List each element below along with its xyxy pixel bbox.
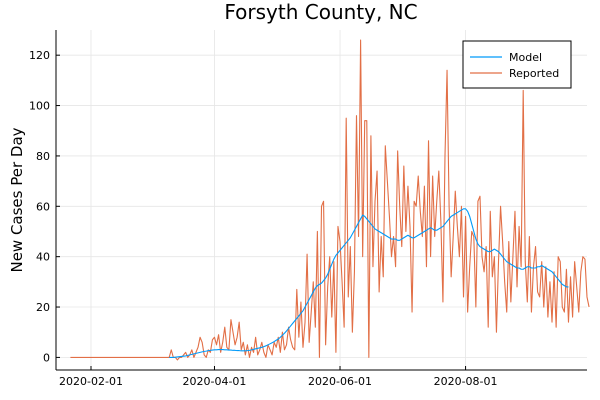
x-tick-label: 2020-08-01 — [434, 375, 498, 388]
y-tick-label: 80 — [36, 150, 50, 163]
x-tick-label: 2020-04-01 — [183, 375, 247, 388]
series-line-model — [169, 208, 569, 358]
y-ticks: 0 20 40 60 80 100 120 — [29, 49, 60, 364]
chart-title: Forsyth County, NC — [224, 0, 417, 24]
x-tick-label: 2020-06-01 — [308, 375, 372, 388]
y-tick-label: 120 — [29, 49, 50, 62]
legend: Model Reported — [462, 40, 572, 89]
y-tick-label: 100 — [29, 100, 50, 113]
series-line-reported — [70, 39, 590, 361]
y-tick-label: 40 — [36, 251, 50, 264]
series-layer — [70, 39, 590, 361]
x-tick-label: 2020-02-01 — [59, 375, 123, 388]
y-tick-label: 60 — [36, 200, 50, 213]
legend-label-model: Model — [509, 51, 542, 64]
y-tick-label: 0 — [43, 351, 50, 364]
axes — [55, 30, 587, 371]
legend-label-reported: Reported — [509, 67, 559, 80]
legend-box — [462, 40, 572, 89]
x-ticks: 2020-02-01 2020-04-01 2020-06-01 2020-08-01 — [59, 366, 498, 388]
y-tick-label: 20 — [36, 301, 50, 314]
y-axis-label: New Cases Per Day — [8, 127, 26, 272]
